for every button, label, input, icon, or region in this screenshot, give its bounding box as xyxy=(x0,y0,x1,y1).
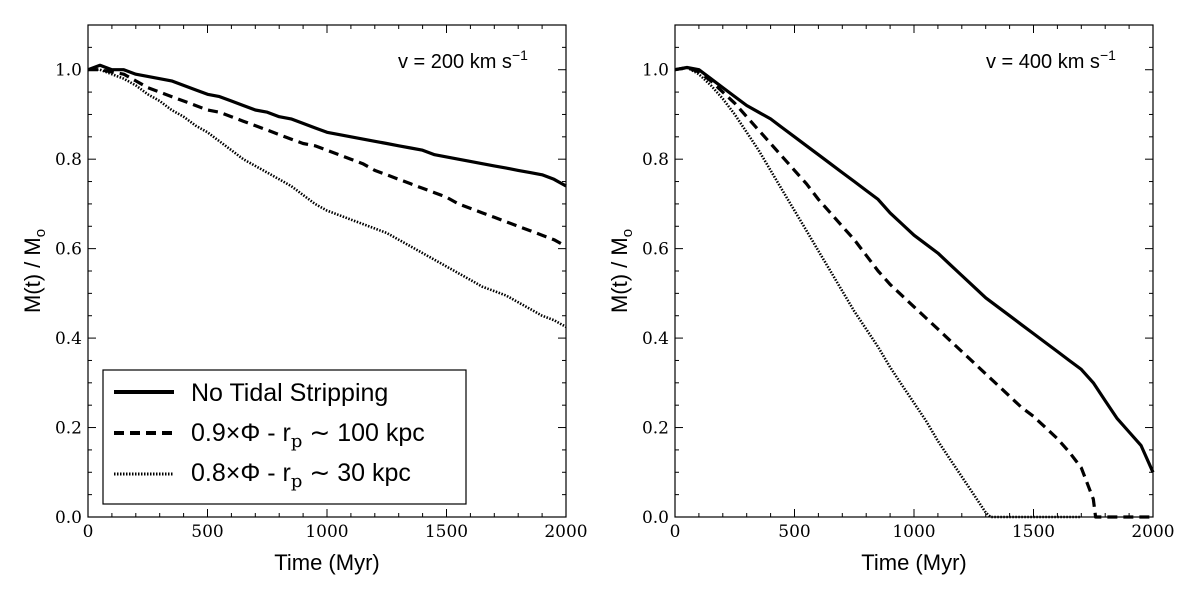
legend-label-no-tidal: No Tidal Stripping xyxy=(191,379,388,407)
series-line-solid xyxy=(674,65,1155,473)
series-line-dotted xyxy=(88,68,567,329)
series-line-solid xyxy=(87,63,567,188)
x-tick-label: 1500 xyxy=(1012,522,1055,542)
y-tick-label: 0.6 xyxy=(642,240,669,260)
series-line-dashed xyxy=(88,68,567,248)
y-tick-label: 0.0 xyxy=(642,508,669,528)
series-line-dashed xyxy=(674,65,1153,519)
y-tick-label: 0.0 xyxy=(55,508,82,528)
y-axis-label: M(t) / Mo xyxy=(20,229,49,313)
x-tick-label: 0 xyxy=(670,522,681,542)
plot-frame xyxy=(674,24,1154,518)
y-tick-label: 0.6 xyxy=(55,240,82,260)
y-tick-label: 0.8 xyxy=(642,150,669,170)
x-tick-label: 2000 xyxy=(544,522,587,542)
y-tick-label: 0.2 xyxy=(55,419,82,439)
panel-right: 0 500 1000 1500 2000 0.0 0.2 0.4 0.6 0.8 1.0 v = 4… xyxy=(607,24,1175,575)
y-tick-label: 1.0 xyxy=(642,61,669,81)
velocity-annotation: v = 200 km s−1 xyxy=(398,47,528,73)
panel-left: 0 500 1000 1500 2000 0.0 0.2 0.4 0.6 0.8 1.0 v = 2… xyxy=(20,24,588,575)
x-tick-label: 500 xyxy=(191,522,223,542)
x-tick-label: 1000 xyxy=(892,522,935,542)
legend: No Tidal Stripping 0.9×Φ - rp ∼ 100 kpc … xyxy=(102,369,467,505)
y-axis-label: M(t) / Mo xyxy=(607,229,636,313)
x-tick-label: 2000 xyxy=(1131,522,1174,542)
legend-label-dotted: 0.8×Φ - rp ∼ 30 kpc xyxy=(191,459,411,492)
x-tick-label: 1000 xyxy=(305,522,348,542)
velocity-annotation: v = 400 km s−1 xyxy=(986,47,1116,73)
x-axis-label: Time (Myr) xyxy=(861,550,967,575)
y-tick-label: 0.8 xyxy=(55,150,82,170)
y-tick-label: 1.0 xyxy=(55,61,82,81)
x-tick-label: 0 xyxy=(83,522,94,542)
x-tick-label: 500 xyxy=(778,522,810,542)
plot-frame xyxy=(87,24,567,518)
x-tick-label: 1500 xyxy=(425,522,468,542)
x-axis-label: Time (Myr) xyxy=(274,550,380,575)
y-tick-label: 0.4 xyxy=(642,329,669,349)
legend-label-dashed: 0.9×Φ - rp ∼ 100 kpc xyxy=(191,419,425,452)
y-tick-label: 0.4 xyxy=(55,329,82,349)
y-tick-label: 0.2 xyxy=(642,419,669,439)
series-line-dotted xyxy=(674,66,1082,519)
